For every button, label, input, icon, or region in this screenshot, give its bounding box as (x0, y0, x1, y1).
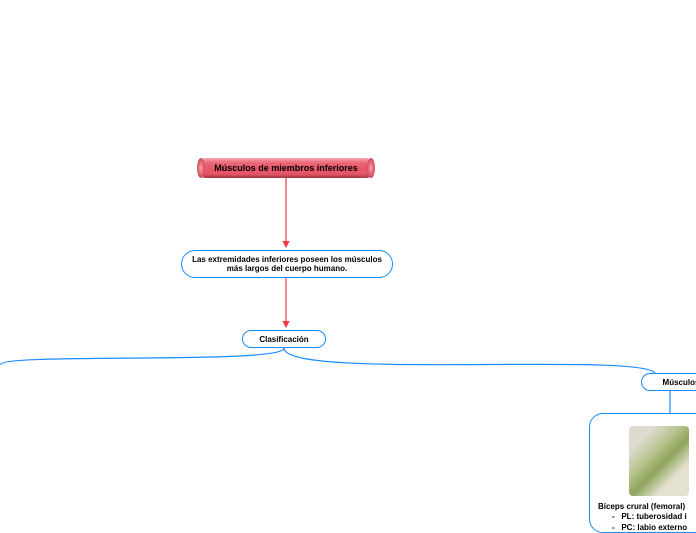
description-label: Las extremidades inferiores poseen los m… (192, 255, 382, 273)
description-node[interactable]: Las extremidades inferiores poseen los m… (181, 250, 393, 278)
detail-box[interactable]: Bíceps crural (femoral) - PL: tuberosida… (589, 413, 696, 533)
root-cap-right (367, 158, 375, 178)
root-label: Músculos de miembros inferiores (214, 163, 358, 173)
root-cap-left (197, 158, 205, 178)
detail-line-1: PL: tuberosidad i (621, 512, 686, 521)
root-node[interactable]: Músculos de miembros inferiores (200, 158, 372, 178)
clasificacion-node[interactable]: Clasificación (242, 330, 326, 348)
anatomy-image (629, 426, 689, 496)
detail-line-2: PC: labio externo (621, 523, 687, 532)
musculos-label: Músculos (663, 378, 696, 387)
musculos-node[interactable]: Músculos (641, 373, 696, 391)
clasificacion-label: Clasificación (259, 335, 308, 344)
detail-text: Bíceps crural (femoral) - PL: tuberosida… (598, 502, 696, 533)
detail-title: Bíceps crural (femoral) (598, 502, 685, 511)
